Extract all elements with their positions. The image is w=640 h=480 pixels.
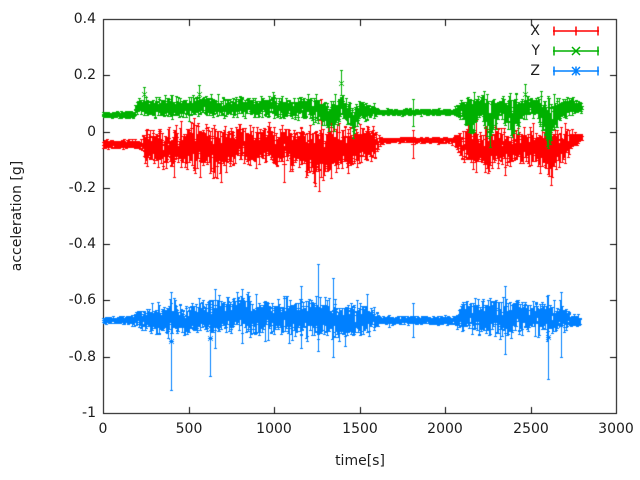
y-tick-label: -0.8: [68, 349, 96, 365]
legend-label-z: Z: [530, 63, 540, 79]
x-tick-label: 1500: [342, 421, 378, 437]
y-tick-label: -0.4: [68, 236, 96, 252]
x-tick-label: 0: [98, 421, 108, 437]
errorbar-sample-icon-z: [553, 66, 599, 76]
legend-row-x: X: [497, 21, 600, 41]
x-tick-label: 2500: [513, 421, 549, 437]
y-axis-label: acceleration [g]: [9, 160, 25, 272]
errorbar-sample-icon-y: [553, 46, 599, 56]
y-tick-label: -1: [82, 405, 96, 421]
y-tick-label: 0: [87, 124, 96, 140]
x-tick-label: 1000: [256, 421, 292, 437]
legend-row-y: Y: [497, 41, 600, 61]
x-tick-label: 500: [175, 421, 203, 437]
y-tick-label: 0.2: [73, 67, 96, 83]
x-tick-label: 3000: [598, 421, 634, 437]
legend-label-y: Y: [531, 43, 540, 59]
errorbar-sample-icon-x: [553, 26, 599, 36]
y-tick-label: 0.4: [73, 11, 96, 27]
x-axis-label: time[s]: [335, 453, 385, 469]
y-tick-label: -0.6: [68, 292, 96, 308]
x-tick-label: 2000: [427, 421, 463, 437]
legend: X Y Z: [497, 21, 600, 81]
y-tick-label: -0.2: [68, 180, 96, 196]
legend-row-z: Z: [497, 61, 600, 81]
legend-label-x: X: [530, 23, 540, 39]
